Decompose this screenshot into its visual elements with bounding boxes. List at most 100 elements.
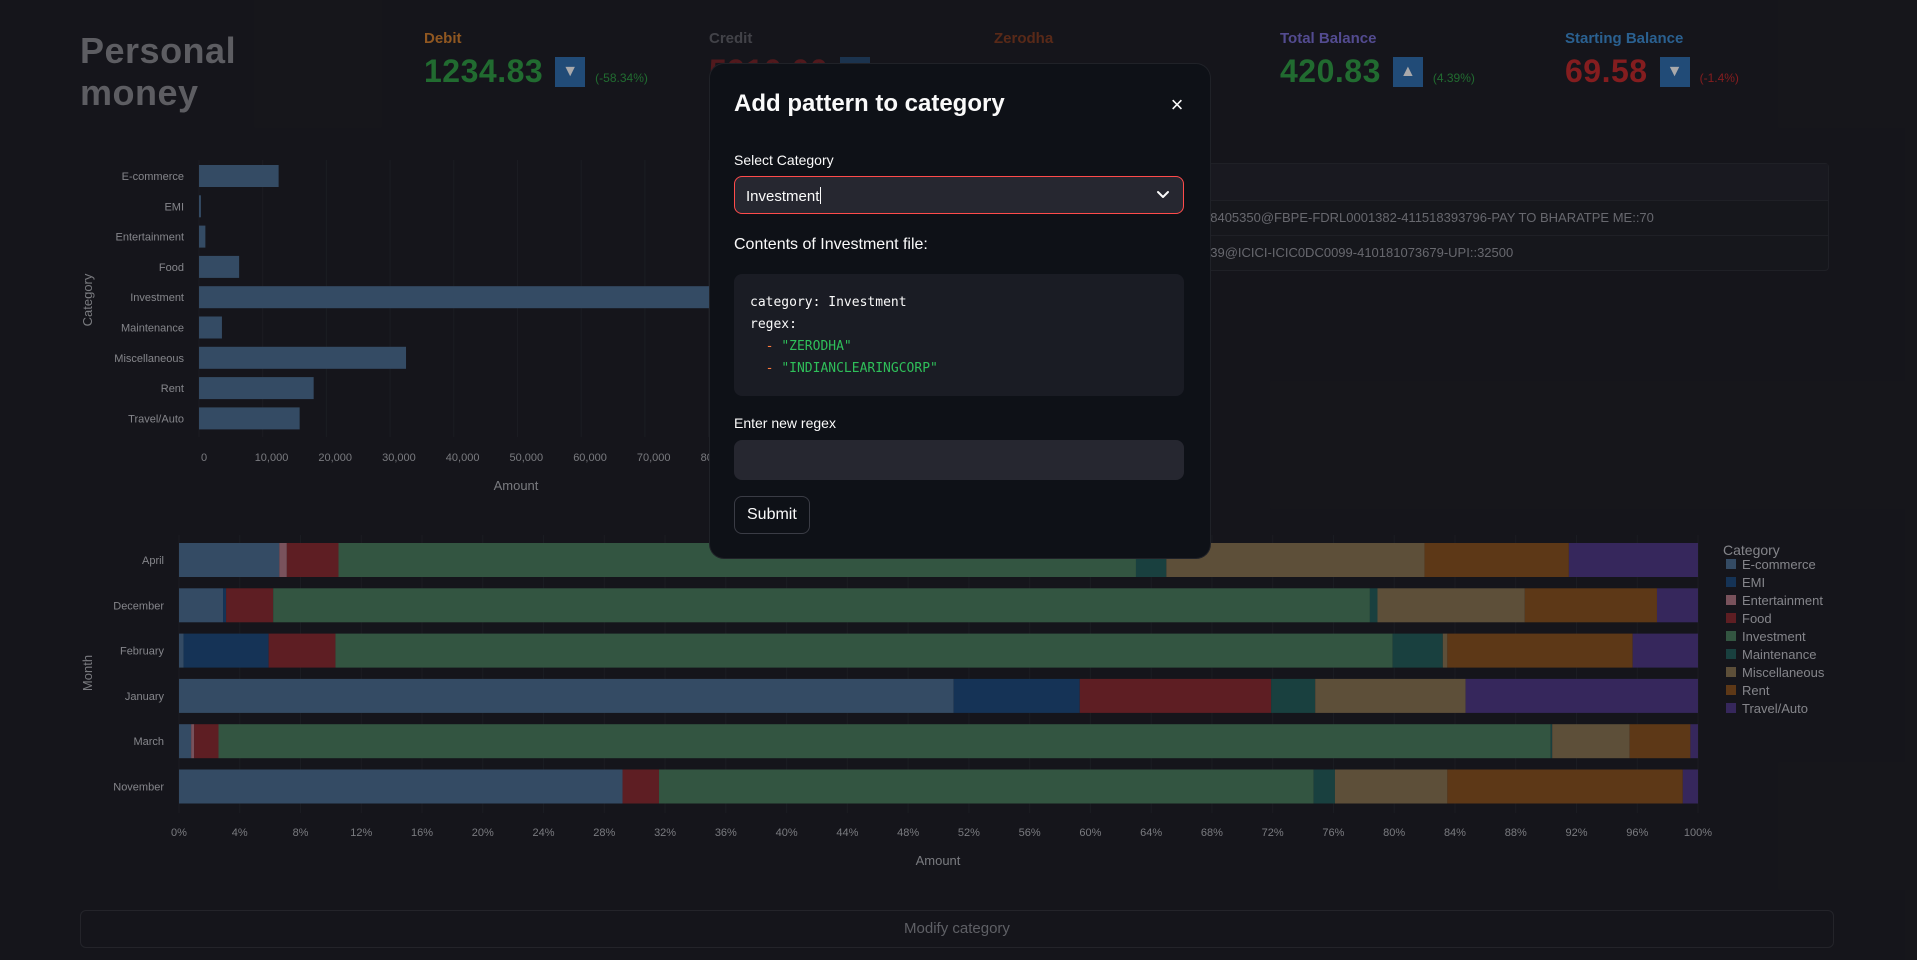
category-select[interactable]: Investment bbox=[734, 176, 1184, 214]
segment-november-miscellaneous[interactable] bbox=[1334, 769, 1448, 804]
segment-february-rent[interactable] bbox=[1447, 633, 1633, 668]
segment-february-investment[interactable] bbox=[335, 633, 1393, 668]
segment-december-travel-auto[interactable] bbox=[1656, 588, 1698, 623]
segment-march-entertainment[interactable] bbox=[191, 724, 195, 759]
segment-november-e-commerce[interactable] bbox=[179, 769, 623, 804]
legend-entry: EMI bbox=[1742, 575, 1765, 590]
category-bar-chart: 0 10,000 20,000 30,000 40,000 50,000 60,000 70,… bbox=[80, 160, 720, 493]
legend-swatch bbox=[1726, 703, 1736, 713]
segment-april-food[interactable] bbox=[286, 543, 339, 577]
close-icon[interactable]: × bbox=[1170, 92, 1184, 117]
bar-e-commerce[interactable] bbox=[199, 165, 279, 187]
y-tick-label: February bbox=[120, 646, 165, 658]
bar-emi[interactable] bbox=[199, 195, 201, 218]
legend-entry: Food bbox=[1742, 611, 1772, 626]
modify-category-button[interactable]: Modify category bbox=[80, 910, 1834, 948]
segment-january-food[interactable] bbox=[1079, 678, 1272, 713]
legend-swatch bbox=[1726, 631, 1736, 641]
segment-january-miscellaneous[interactable] bbox=[1315, 678, 1466, 713]
chevron-down-icon[interactable] bbox=[1155, 186, 1171, 202]
segment-february-emi[interactable] bbox=[183, 633, 269, 668]
segment-april-rent[interactable] bbox=[1424, 543, 1569, 577]
text-caret bbox=[820, 187, 822, 204]
segment-february-miscellaneous[interactable] bbox=[1442, 633, 1448, 668]
x-tick-label: 40,000 bbox=[446, 452, 480, 464]
regex-input[interactable] bbox=[734, 440, 1184, 480]
x-tick-label: 80% bbox=[1383, 827, 1405, 839]
bar-travel-auto[interactable] bbox=[199, 407, 300, 430]
segment-march-e-commerce[interactable] bbox=[179, 724, 192, 759]
bar-entertainment[interactable] bbox=[199, 225, 206, 248]
bar-investment[interactable] bbox=[199, 286, 720, 309]
x-tick-label: 68% bbox=[1201, 827, 1223, 839]
bar-miscellaneous[interactable] bbox=[199, 346, 407, 369]
y-tick-label: Food bbox=[159, 262, 184, 274]
table-row[interactable]: 58405350@FBPE-FDRL0001382-411518393796-P… bbox=[1181, 201, 1828, 236]
y-tick-label: January bbox=[125, 691, 165, 703]
x-tick-label: 24% bbox=[533, 827, 555, 839]
segment-march-investment[interactable] bbox=[218, 724, 1551, 759]
x-tick-label: 0 bbox=[201, 452, 207, 464]
legend-entry: Rent bbox=[1742, 683, 1770, 698]
metric-total-balance: Total Balance 420.83 ▲ (4.39%) bbox=[1280, 30, 1530, 90]
metric-label: Zerodha bbox=[994, 30, 1054, 47]
segment-december-e-commerce[interactable] bbox=[179, 588, 224, 623]
segment-february-food[interactable] bbox=[268, 633, 336, 668]
segment-november-travel-auto[interactable] bbox=[1682, 769, 1698, 804]
segment-january-maintenance[interactable] bbox=[1271, 678, 1316, 713]
segment-march-miscellaneous[interactable] bbox=[1552, 724, 1630, 759]
x-tick-label: 32% bbox=[654, 827, 676, 839]
segment-april-e-commerce[interactable] bbox=[179, 543, 280, 577]
table-header bbox=[1181, 164, 1828, 201]
select-category-label: Select Category bbox=[734, 152, 834, 168]
x-tick-label: 30,000 bbox=[382, 452, 416, 464]
segment-march-rent[interactable] bbox=[1629, 724, 1691, 759]
segment-february-travel-auto[interactable] bbox=[1632, 633, 1698, 668]
table-row[interactable]: 939@ICICI-ICIC0DC0099-410181073679-UPI::… bbox=[1203, 245, 1514, 260]
regex-label: Enter new regex bbox=[734, 415, 836, 431]
transactions-table: 58405350@FBPE-FDRL0001382-411518393796-P… bbox=[1180, 163, 1829, 271]
code-pattern: "INDIANCLEARINGCORP" bbox=[781, 361, 938, 376]
segment-november-rent[interactable] bbox=[1447, 769, 1683, 804]
segment-april-entertainment[interactable] bbox=[279, 543, 287, 577]
segment-april-miscellaneous[interactable] bbox=[1166, 543, 1425, 577]
segment-march-food[interactable] bbox=[194, 724, 219, 759]
segment-december-food[interactable] bbox=[226, 588, 274, 623]
submit-button[interactable]: Submit bbox=[734, 496, 810, 534]
segment-december-emi[interactable] bbox=[223, 588, 227, 623]
segment-march-maintenance[interactable] bbox=[1550, 724, 1553, 759]
legend-swatch bbox=[1726, 649, 1736, 659]
metric-value: 1234.83 bbox=[424, 53, 544, 89]
code-pattern: "ZERODHA" bbox=[781, 339, 852, 354]
segment-april-travel-auto[interactable] bbox=[1568, 543, 1698, 577]
x-tick-label: 50,000 bbox=[510, 452, 544, 464]
metric-delta: (-58.34%) bbox=[595, 70, 648, 85]
bar-maintenance[interactable] bbox=[199, 316, 222, 339]
segment-december-maintenance[interactable] bbox=[1369, 588, 1378, 623]
metric-value: 420.83 bbox=[1280, 53, 1381, 89]
segment-november-investment[interactable] bbox=[659, 769, 1314, 804]
bar-rent[interactable] bbox=[199, 377, 314, 400]
segment-march-travel-auto[interactable] bbox=[1690, 724, 1698, 759]
segment-february-maintenance[interactable] bbox=[1392, 633, 1443, 668]
segment-january-e-commerce[interactable] bbox=[179, 678, 954, 713]
category-select-value: Investment bbox=[746, 188, 820, 205]
bar-food[interactable] bbox=[199, 255, 240, 278]
segment-january-travel-auto[interactable] bbox=[1465, 678, 1698, 713]
file-contents-code: category: Investment regex: - "ZERODHA" … bbox=[734, 274, 1184, 396]
legend-swatch bbox=[1726, 613, 1736, 623]
x-tick-label: 100% bbox=[1684, 827, 1712, 839]
y-tick-label: Entertainment bbox=[116, 232, 184, 244]
x-tick-label: 52% bbox=[958, 827, 980, 839]
x-axis-label: Amount bbox=[494, 478, 539, 493]
legend-entry: Entertainment bbox=[1742, 593, 1823, 608]
segment-january-emi[interactable] bbox=[953, 678, 1080, 713]
segment-december-miscellaneous[interactable] bbox=[1377, 588, 1525, 623]
x-tick-label: 56% bbox=[1019, 827, 1041, 839]
segment-november-maintenance[interactable] bbox=[1313, 769, 1335, 804]
segment-february-e-commerce[interactable] bbox=[179, 633, 184, 668]
segment-december-rent[interactable] bbox=[1524, 588, 1657, 623]
code-key: regex: bbox=[750, 317, 797, 332]
segment-november-food[interactable] bbox=[622, 769, 660, 804]
segment-december-investment[interactable] bbox=[273, 588, 1370, 623]
